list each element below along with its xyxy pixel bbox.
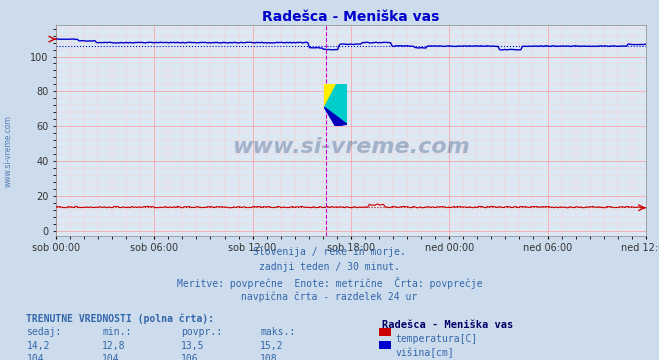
Text: www.si-vreme.com: www.si-vreme.com <box>232 138 470 157</box>
Text: 106: 106 <box>181 354 199 360</box>
Text: višina[cm]: višina[cm] <box>395 347 454 358</box>
Text: 13,5: 13,5 <box>181 341 205 351</box>
Text: 15,2: 15,2 <box>260 341 284 351</box>
Text: 104: 104 <box>26 354 44 360</box>
Title: Radešca - Meniška vas: Radešca - Meniška vas <box>262 10 440 24</box>
Text: temperatura[C]: temperatura[C] <box>395 334 478 344</box>
Text: min.:: min.: <box>102 327 132 337</box>
Text: povpr.:: povpr.: <box>181 327 222 337</box>
Text: Meritve: povprečne  Enote: metrične  Črta: povprečje: Meritve: povprečne Enote: metrične Črta:… <box>177 277 482 289</box>
Text: TRENUTNE VREDNOSTI (polna črta):: TRENUTNE VREDNOSTI (polna črta): <box>26 313 214 324</box>
Text: maks.:: maks.: <box>260 327 295 337</box>
Text: navpična črta - razdelek 24 ur: navpična črta - razdelek 24 ur <box>241 292 418 302</box>
Text: zadnji teden / 30 minut.: zadnji teden / 30 minut. <box>259 262 400 272</box>
Text: 108: 108 <box>260 354 278 360</box>
Text: Slovenija / reke in morje.: Slovenija / reke in morje. <box>253 247 406 257</box>
Text: Radešca - Meniška vas: Radešca - Meniška vas <box>382 320 513 330</box>
Text: 14,2: 14,2 <box>26 341 50 351</box>
Text: 12,8: 12,8 <box>102 341 126 351</box>
Text: www.si-vreme.com: www.si-vreme.com <box>3 115 13 187</box>
Text: 104: 104 <box>102 354 120 360</box>
Text: sedaj:: sedaj: <box>26 327 61 337</box>
